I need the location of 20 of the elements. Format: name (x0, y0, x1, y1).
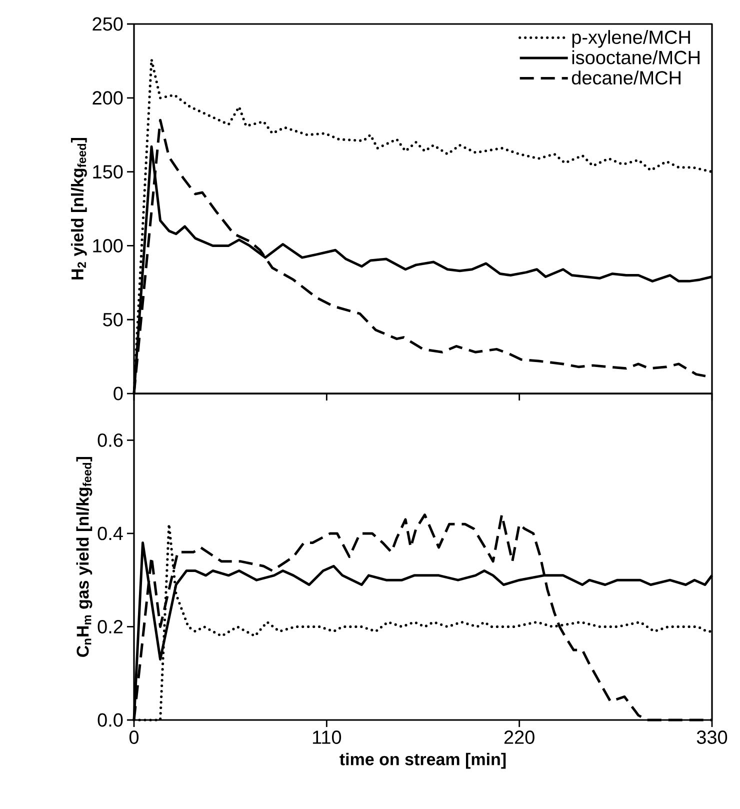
x-axis-title: time on stream [min] (340, 752, 506, 769)
x-tick-label: 0 (129, 730, 139, 744)
legend-label: isooctane/MCH (572, 50, 700, 64)
x-tick-label: 220 (504, 730, 534, 744)
y-tick-label: 0 (114, 386, 123, 400)
y-tick-label: 150 (93, 165, 123, 179)
legend-label: decane/MCH (572, 70, 680, 85)
y-tick-label: 100 (93, 238, 123, 252)
y-tick-label: 50 (103, 312, 123, 326)
y-tick-label: 0.6 (98, 433, 123, 447)
y-tick-label: 0.2 (98, 620, 123, 634)
y-axis-title: H$_{2}$ yield [nl/kg$_{feed}$] (70, 138, 87, 280)
x-tick-label: 110 (312, 730, 342, 744)
y-tick-label: 0.4 (98, 526, 123, 540)
y-tick-label: 200 (92, 91, 123, 105)
x-tick-label: 330 (696, 730, 728, 744)
y-tick-label: 250 (92, 17, 123, 31)
y-axis-title: C$_{n}$H$_{m}$ gas yield [nl/kg$_{feed}$] (76, 456, 92, 657)
y-tick-label: 0.0 (98, 713, 123, 727)
legend-label: p-xylene/MCH (572, 30, 690, 48)
